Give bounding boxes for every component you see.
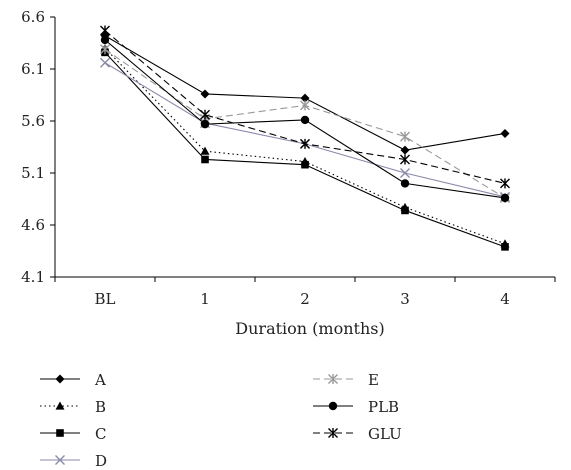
data-point-d [400,168,410,178]
series-line-a [104,35,506,151]
x-axis-title: Duration (months) [235,319,384,338]
legend-item-a: A [40,371,106,389]
legend-item-glu: GLU [313,425,402,443]
data-point-b [200,146,210,155]
series-layer [100,25,510,251]
y-tick-label: 5.6 [21,112,45,130]
legend-label-b: B [95,398,106,416]
legend-label-c: C [95,425,106,443]
data-point-a [500,128,510,138]
data-point-c [501,243,509,251]
legend-item-b: B [40,398,106,416]
data-point-e [300,100,310,111]
legend-marker-c [56,429,64,437]
y-tick-label: 6.1 [21,60,45,78]
data-point-glu [300,138,310,149]
legend-marker-d [55,455,65,465]
series-glu [100,25,510,189]
x-tick-label: 4 [500,290,510,308]
series-c [101,48,509,251]
data-point-c [401,206,409,215]
y-tick-label: 4.6 [21,216,45,234]
x-tick-label: 1 [200,290,210,308]
legend-marker-b [55,401,65,410]
legend-label-a: A [94,371,106,389]
x-tick-label: BL [95,290,116,308]
legend-label-d: D [95,452,107,470]
data-point-d [100,57,110,68]
legend-item-c: C [40,425,106,443]
data-point-plb [100,35,110,45]
legend-label-glu: GLU [368,425,402,443]
legend-label-plb: PLB [368,398,399,416]
data-point-c [301,160,309,169]
data-point-plb [500,193,510,203]
y-tick-label: 4.1 [21,268,45,286]
series-d [100,57,510,202]
series-line-d [104,62,506,198]
legend-item-plb: PLB [313,398,399,416]
legend-marker-glu [328,428,338,438]
x-tick-label: 2 [300,290,310,308]
legend-marker-e [328,374,338,384]
data-point-glu [400,154,410,165]
data-point-a [200,89,210,99]
data-point-a [400,145,410,155]
data-point-glu [500,178,510,189]
data-point-a [300,93,310,103]
series-a [100,31,510,155]
axes: 6.6 6.1 5.6 5.1 4.6 4.1 BL 1 2 3 4 Duration (months… [21,8,556,338]
legend-item-d: D [40,452,107,470]
data-point-e [400,131,410,142]
data-point-glu [100,25,110,36]
legend-marker-plb [328,401,338,411]
data-point-c [201,155,209,164]
legend-marker-a [55,374,65,384]
series-plb [100,35,510,203]
data-point-e [100,44,110,55]
legend-label-e: E [368,371,379,389]
legend-item-e: E [313,371,379,389]
data-point-plb [300,115,310,125]
data-point-plb [200,119,210,129]
x-tick-label: 3 [400,290,410,308]
data-point-glu [200,109,210,120]
data-point-plb [400,179,410,188]
y-tick-label: 6.6 [21,8,45,26]
y-tick-label: 5.1 [21,164,45,182]
